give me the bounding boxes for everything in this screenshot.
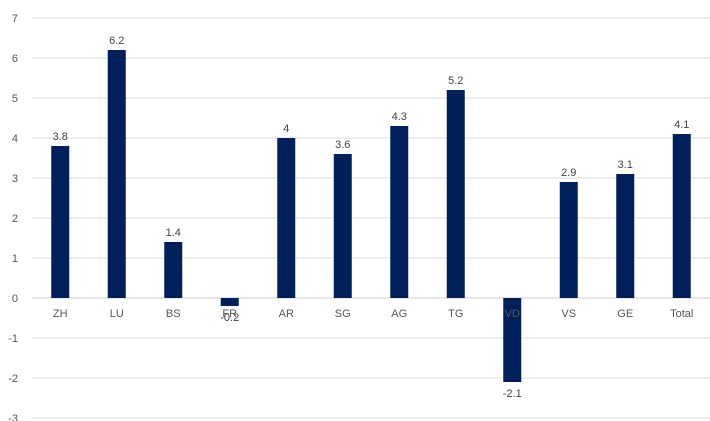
bar-lu: [107, 50, 126, 298]
y-tick-label: 6: [12, 53, 18, 65]
data-label: 1.4: [166, 227, 181, 239]
bars: [51, 50, 691, 382]
y-tick-label: 3: [12, 173, 18, 185]
data-labels: 3.8 6.2 1.4 -0.2 4 3.6 4.3 5.2 -2.1 2.9 3.1 4.1: [53, 35, 690, 400]
bar-sg: [333, 154, 352, 298]
y-tick-label: -1: [8, 333, 18, 345]
category-label: SG: [335, 308, 351, 320]
category-labels: ZH LU BS FR AR SG AG TG VD VS GE Total: [53, 308, 693, 320]
data-label: 3.6: [335, 139, 350, 151]
y-tick-label: 1: [12, 253, 18, 265]
bar-vs: [559, 182, 578, 298]
bar-total: [672, 134, 691, 298]
category-label: LU: [110, 308, 124, 320]
bar-ar: [277, 138, 296, 298]
gridlines: [32, 17, 710, 419]
y-tick-label: 2: [12, 213, 18, 225]
y-tick-label: 4: [12, 133, 18, 145]
data-label: 4.1: [674, 119, 689, 131]
category-label: AR: [279, 308, 294, 320]
bar-fr: [220, 298, 239, 306]
data-label: 4.3: [392, 111, 407, 123]
category-label: ZH: [53, 308, 68, 320]
data-label: 4: [283, 123, 289, 135]
data-label: 5.2: [448, 75, 463, 87]
y-tick-label: 5: [12, 93, 18, 105]
data-label: -0.2: [220, 312, 239, 324]
bar-vd: [503, 298, 522, 382]
bar-bs: [164, 242, 183, 298]
category-label: VS: [561, 308, 576, 320]
category-label: AG: [391, 308, 407, 320]
category-label: GE: [617, 308, 633, 320]
bar-ag: [390, 126, 409, 298]
data-label: 2.9: [561, 167, 576, 179]
data-label: 3.1: [618, 159, 633, 171]
y-tick-label: -2: [8, 373, 18, 385]
category-label: TG: [448, 308, 463, 320]
data-label: -2.1: [503, 388, 522, 400]
y-axis-tick-labels: 7 6 5 4 3 2 1 0 -1 -2 -3: [8, 13, 18, 421]
category-label: FR: [222, 308, 237, 320]
y-tick-label: 7: [12, 13, 18, 25]
y-tick-label: 0: [12, 293, 18, 305]
category-label: BS: [166, 308, 181, 320]
y-tick-label: -3: [8, 413, 18, 421]
bar-zh: [51, 146, 70, 298]
data-label: 3.8: [53, 131, 68, 143]
bar-ge: [616, 174, 635, 298]
data-label: 6.2: [109, 35, 124, 47]
bar-tg: [446, 90, 465, 298]
category-label: VD: [505, 308, 520, 320]
category-label: Total: [670, 308, 693, 320]
